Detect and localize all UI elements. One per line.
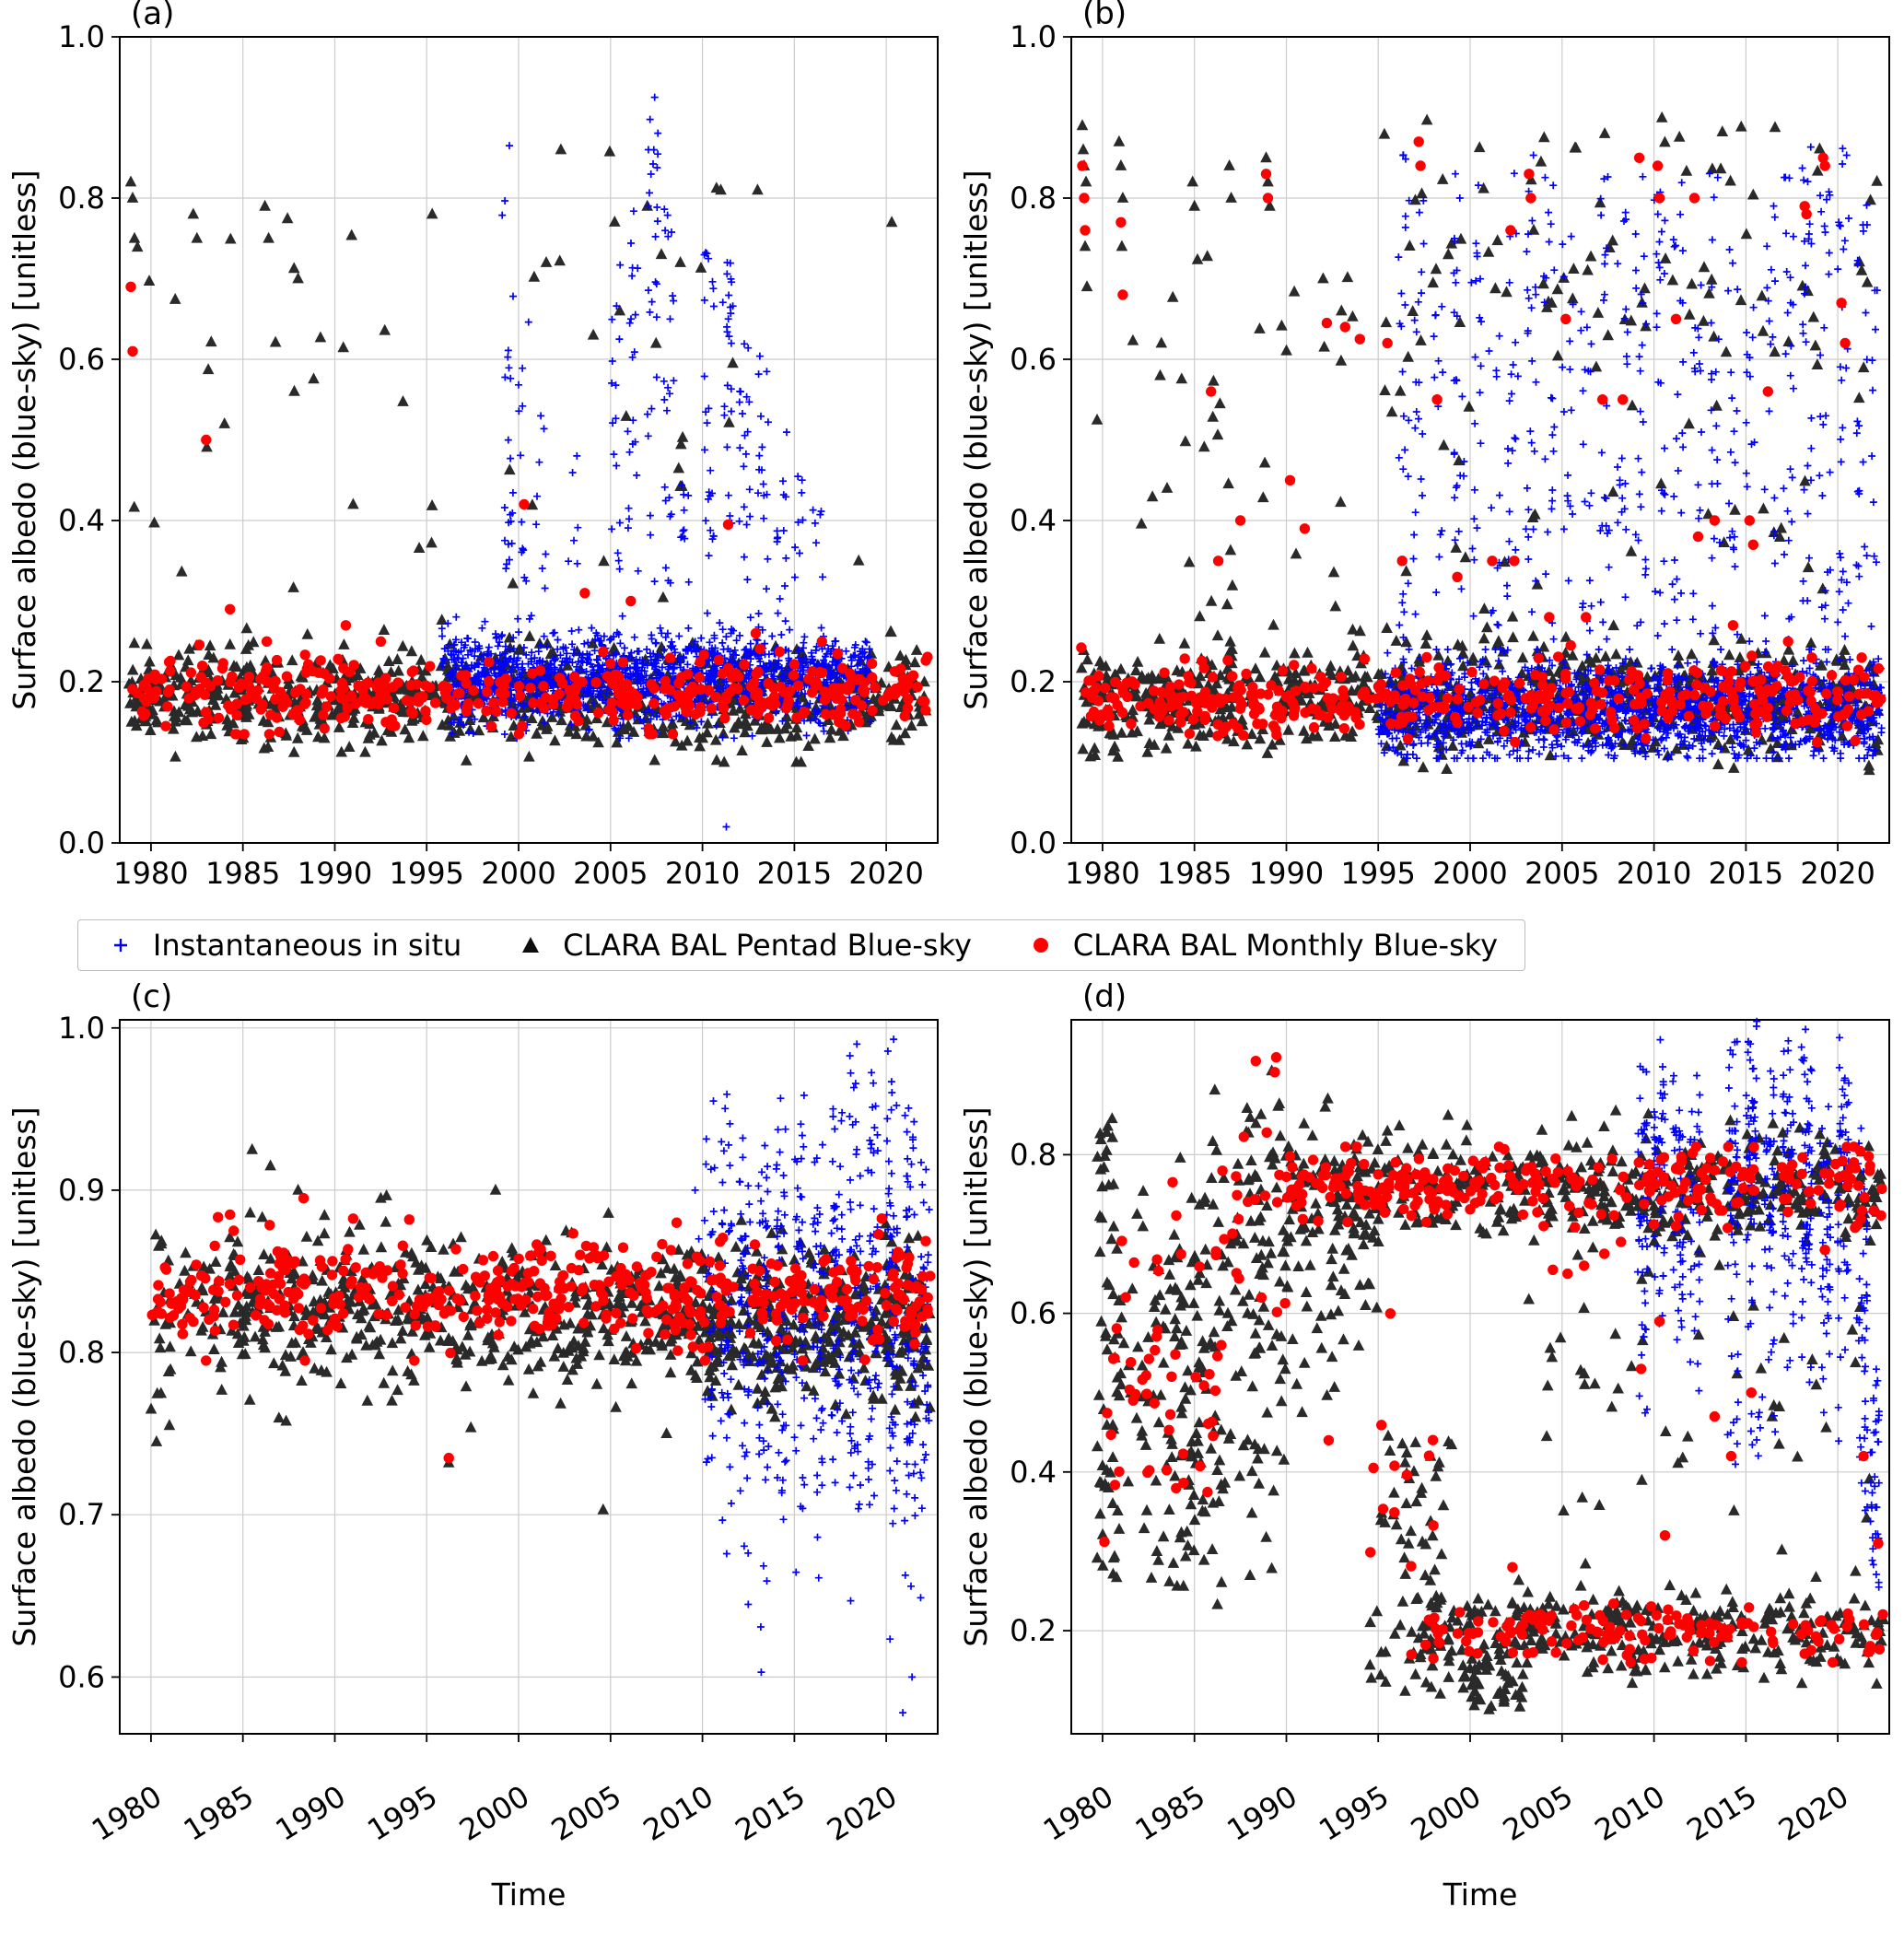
legend-item-pentad: CLARA BAL Pentad Blue-sky: [515, 928, 972, 963]
x-tick-label: 2020: [821, 1779, 903, 1848]
y-tick-label: 1.0: [1010, 19, 1057, 54]
y-axis-label: Surface albedo (blue-sky) [unitless]: [6, 1106, 42, 1646]
x-tick-label: 2005: [545, 1779, 627, 1848]
x-tick-label: 2015: [757, 856, 832, 891]
x-tick-label: 1990: [1249, 856, 1324, 891]
series-monthly-points: [1099, 1052, 1888, 1668]
series-monthly-points: [146, 1192, 936, 1464]
y-tick-label: 0.2: [1010, 664, 1057, 699]
y-tick-label: 0.2: [58, 664, 105, 699]
y-tick-label: 0.7: [58, 1497, 105, 1532]
legend: Instantaneous in situ CLARA BAL Pentad B…: [77, 919, 1525, 971]
y-tick-label: 0.6: [1010, 1296, 1057, 1331]
legend-row: Instantaneous in situ CLARA BAL Pentad B…: [0, 912, 1904, 978]
x-tick-label: 2020: [1800, 856, 1875, 891]
legend-label-insitu: Instantaneous in situ: [152, 928, 462, 963]
x-tick-label: 2010: [637, 1779, 719, 1848]
x-tick-label: 1985: [178, 1779, 260, 1848]
panel-letter: (d): [1082, 978, 1127, 1015]
x-tick-label: 2005: [573, 856, 648, 891]
panel-a-chart: 1980 1985 1990 1995 2000 2005 2010 2015 2020 0.0 0…: [6, 0, 939, 891]
x-tick-label: 2000: [453, 1779, 535, 1848]
x-tick-label: 1995: [1340, 856, 1415, 891]
x-tick-label: 1995: [361, 1779, 443, 1848]
x-tick-label: 2020: [1772, 1779, 1854, 1848]
axes-frame: [1070, 1019, 1890, 1735]
y-tick-label: 0.8: [1010, 181, 1057, 216]
series-insitu-points: [1634, 1017, 1883, 1591]
y-tick-label: 0.6: [1010, 342, 1057, 377]
x-tick-label: 1990: [298, 856, 372, 891]
x-tick-label: 1995: [389, 856, 463, 891]
x-tick-label: 1985: [205, 856, 280, 891]
y-tick-label: 0.0: [58, 825, 105, 860]
x-tick-label: 2000: [1432, 856, 1507, 891]
bottom-row: 1980 1985 1990 1995 2000 2005 2010 2015 2020 0.6 0…: [0, 978, 1904, 1942]
axes-frame: [119, 36, 939, 844]
x-tick-label: 1980: [1037, 1779, 1119, 1848]
y-tick-label: 0.6: [58, 342, 105, 377]
panel-letter: (a): [131, 0, 174, 32]
panel-d-chart: 1980 1985 1990 1995 2000 2005 2010 2015 2020 0.2 0…: [958, 978, 1890, 1913]
x-tick-label: 1980: [1065, 856, 1139, 891]
series-pentad-points: [1091, 1064, 1890, 1714]
x-tick-label: 2010: [665, 856, 740, 891]
y-axis-label: Surface albedo (blue-sky) [unitless]: [958, 1106, 994, 1646]
y-tick-label: 0.0: [1010, 825, 1057, 860]
panel-letter: (b): [1082, 0, 1127, 32]
y-tick-label: 0.8: [58, 181, 105, 216]
y-tick-label: 0.4: [1010, 503, 1057, 538]
x-tick-label: 1980: [86, 1779, 168, 1848]
legend-label-monthly: CLARA BAL Monthly Blue-sky: [1072, 928, 1499, 963]
series-insitu-points: [438, 93, 875, 831]
y-tick-label: 0.8: [58, 1335, 105, 1370]
y-tick-label: 0.8: [1010, 1137, 1057, 1172]
x-tick-label: 2015: [1680, 1779, 1762, 1848]
x-tick-label: 2020: [848, 856, 923, 891]
x-tick-label: 1995: [1313, 1779, 1395, 1848]
y-tick-label: 0.6: [58, 1659, 105, 1694]
y-tick-label: 1.0: [58, 19, 105, 54]
y-axis-label: Surface albedo (blue-sky) [unitless]: [958, 170, 994, 709]
x-tick-label: 1980: [113, 856, 188, 891]
axes-frame: [119, 1019, 939, 1735]
panel-letter: (c): [131, 978, 172, 1015]
panel-b-chart: 1980 1985 1990 1995 2000 2005 2010 2015 2020 0.0 0…: [958, 0, 1890, 891]
panel-c-chart: 1980 1985 1990 1995 2000 2005 2010 2015 2020 0.6 0…: [6, 978, 939, 1913]
plus-marker-icon: [113, 939, 127, 952]
series-monthly-points: [125, 281, 933, 740]
x-tick-label: 2005: [1524, 856, 1599, 891]
axes-frame: [1070, 36, 1890, 844]
triangle-marker-icon: [522, 937, 540, 953]
circle-marker-icon: [1033, 938, 1048, 953]
x-tick-label: 1985: [1157, 856, 1232, 891]
x-tick-label: 2000: [1405, 1779, 1487, 1848]
legend-item-insitu: Instantaneous in situ: [105, 928, 461, 963]
y-tick-label: 0.2: [1010, 1613, 1057, 1648]
x-tick-label: 2015: [729, 1779, 811, 1848]
legend-label-pentad: CLARA BAL Pentad Blue-sky: [563, 928, 972, 963]
y-tick-label: 1.0: [58, 1011, 105, 1046]
x-axis-label: Time: [491, 1877, 567, 1913]
x-tick-label: 1990: [1221, 1779, 1303, 1848]
x-tick-label: 2015: [1709, 856, 1783, 891]
y-tick-label: 0.9: [58, 1173, 105, 1208]
x-tick-label: 1985: [1129, 1779, 1211, 1848]
x-tick-label: 2010: [1617, 856, 1691, 891]
y-axis-label: Surface albedo (blue-sky) [unitless]: [6, 170, 42, 709]
x-tick-label: 2005: [1497, 1779, 1579, 1848]
top-row: 1980 1985 1990 1995 2000 2005 2010 2015 2020 0.0 0…: [0, 0, 1904, 912]
y-tick-label: 0.4: [1010, 1455, 1057, 1490]
y-tick-label: 0.4: [58, 503, 105, 538]
legend-item-monthly: CLARA BAL Monthly Blue-sky: [1025, 928, 1498, 963]
x-tick-label: 1990: [270, 1779, 352, 1848]
x-tick-label: 2010: [1589, 1779, 1671, 1848]
x-tick-label: 2000: [481, 856, 555, 891]
x-axis-label: Time: [1443, 1877, 1518, 1913]
